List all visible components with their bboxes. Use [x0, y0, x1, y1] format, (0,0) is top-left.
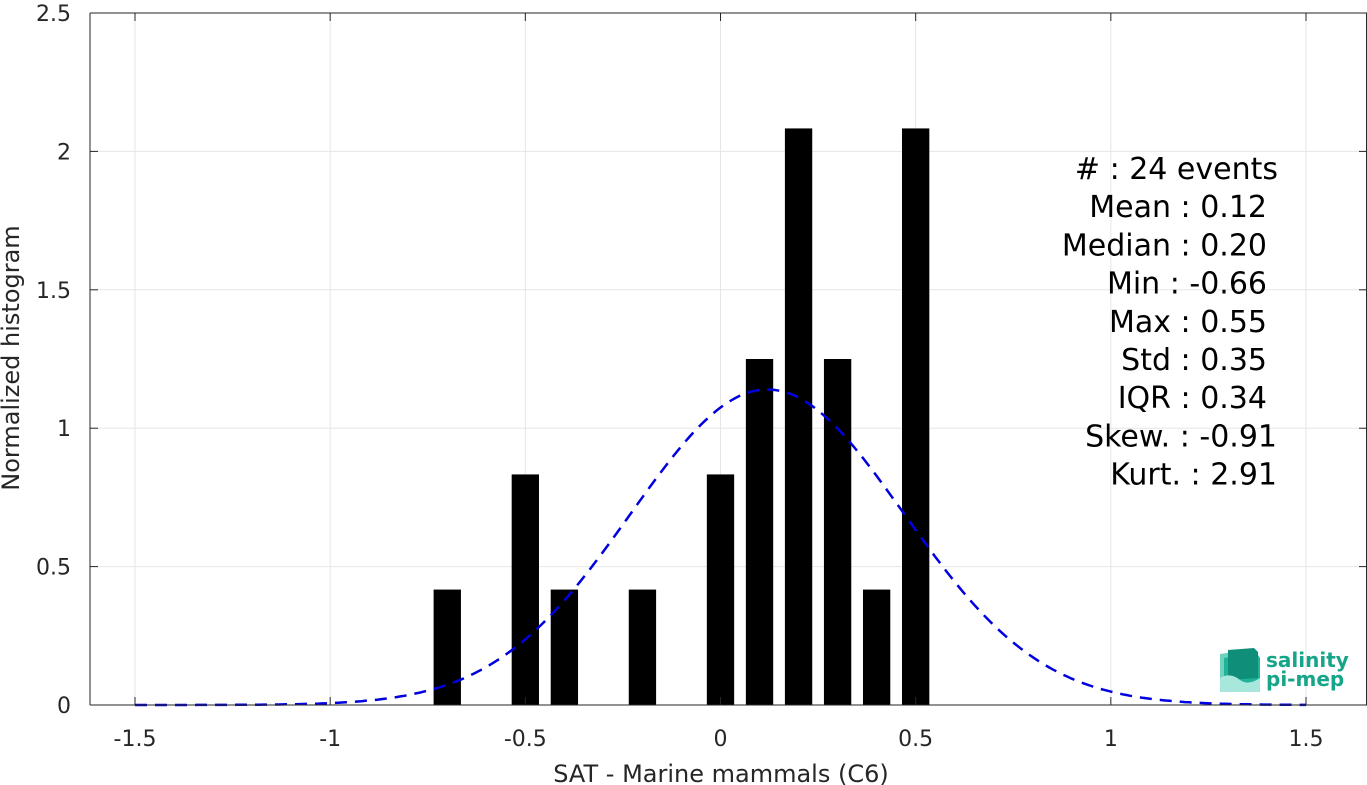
histogram-bar-8: [862, 589, 891, 705]
x-tick-labels: -1.5 -1 -0.5 0 0.5 1 1.5: [114, 727, 1324, 752]
x-tick-label-5: 1: [1104, 727, 1118, 752]
y-tick-label-2: 1: [57, 417, 71, 442]
y-tick-label-3: 1.5: [36, 279, 71, 304]
histogram-bar-6: [784, 128, 813, 705]
x-tick-label-3: 0: [714, 727, 728, 752]
logo-line-2: pi-mep: [1266, 667, 1344, 691]
gaussian-fit-curve: [135, 388, 1306, 707]
y-tick-labels: 0 0.5 1 1.5 2 2.5: [36, 2, 71, 719]
y-tick-label-0: 0: [57, 694, 71, 719]
histogram-bar-5: [745, 359, 774, 705]
histogram-bar-2: [550, 589, 579, 705]
x-tick-label-4: 0.5: [898, 727, 933, 752]
logo-icon: [1220, 648, 1260, 692]
histogram-bar-0: [433, 589, 461, 705]
stat-line-2: Median : 0.20: [1062, 228, 1267, 263]
stat-line-5: Std : 0.35: [1121, 343, 1267, 378]
fit-curve-group: [135, 388, 1306, 707]
stat-line-8: Kurt. : 2.91: [1110, 458, 1277, 493]
y-tick-label-4: 2: [57, 140, 71, 165]
stat-line-4: Max : 0.55: [1109, 305, 1267, 340]
histogram-bar-4: [706, 474, 735, 705]
histogram-bar-9: [902, 128, 930, 705]
stat-line-1: Mean : 0.12: [1089, 190, 1267, 225]
histogram-bar-3: [628, 589, 657, 705]
x-tick-label-6: 1.5: [1289, 727, 1324, 752]
y-tick-label-1: 0.5: [36, 556, 71, 581]
stat-line-0: # : 24 events: [1075, 152, 1278, 187]
stat-line-7: Skew. : -0.91: [1085, 419, 1277, 454]
x-tick-label-2: -0.5: [504, 727, 547, 752]
x-tick-label-1: -1: [319, 727, 341, 752]
stat-line-6: IQR : 0.34: [1118, 381, 1267, 416]
logo-line-1: salinity: [1266, 648, 1349, 672]
y-axis-title: Normalized histogram: [0, 225, 25, 490]
salinity-pi-mep-logo: salinity pi-mep: [1220, 648, 1349, 692]
x-tick-label-0: -1.5: [114, 727, 157, 752]
stat-line-3: Min : -0.66: [1107, 267, 1267, 302]
x-axis-title: SAT - Marine mammals (C6): [553, 760, 888, 785]
histogram-bar-7: [823, 359, 852, 705]
y-tick-label-5: 2.5: [36, 2, 71, 27]
bars-group: [433, 128, 930, 705]
histogram-bar-1: [511, 474, 539, 705]
